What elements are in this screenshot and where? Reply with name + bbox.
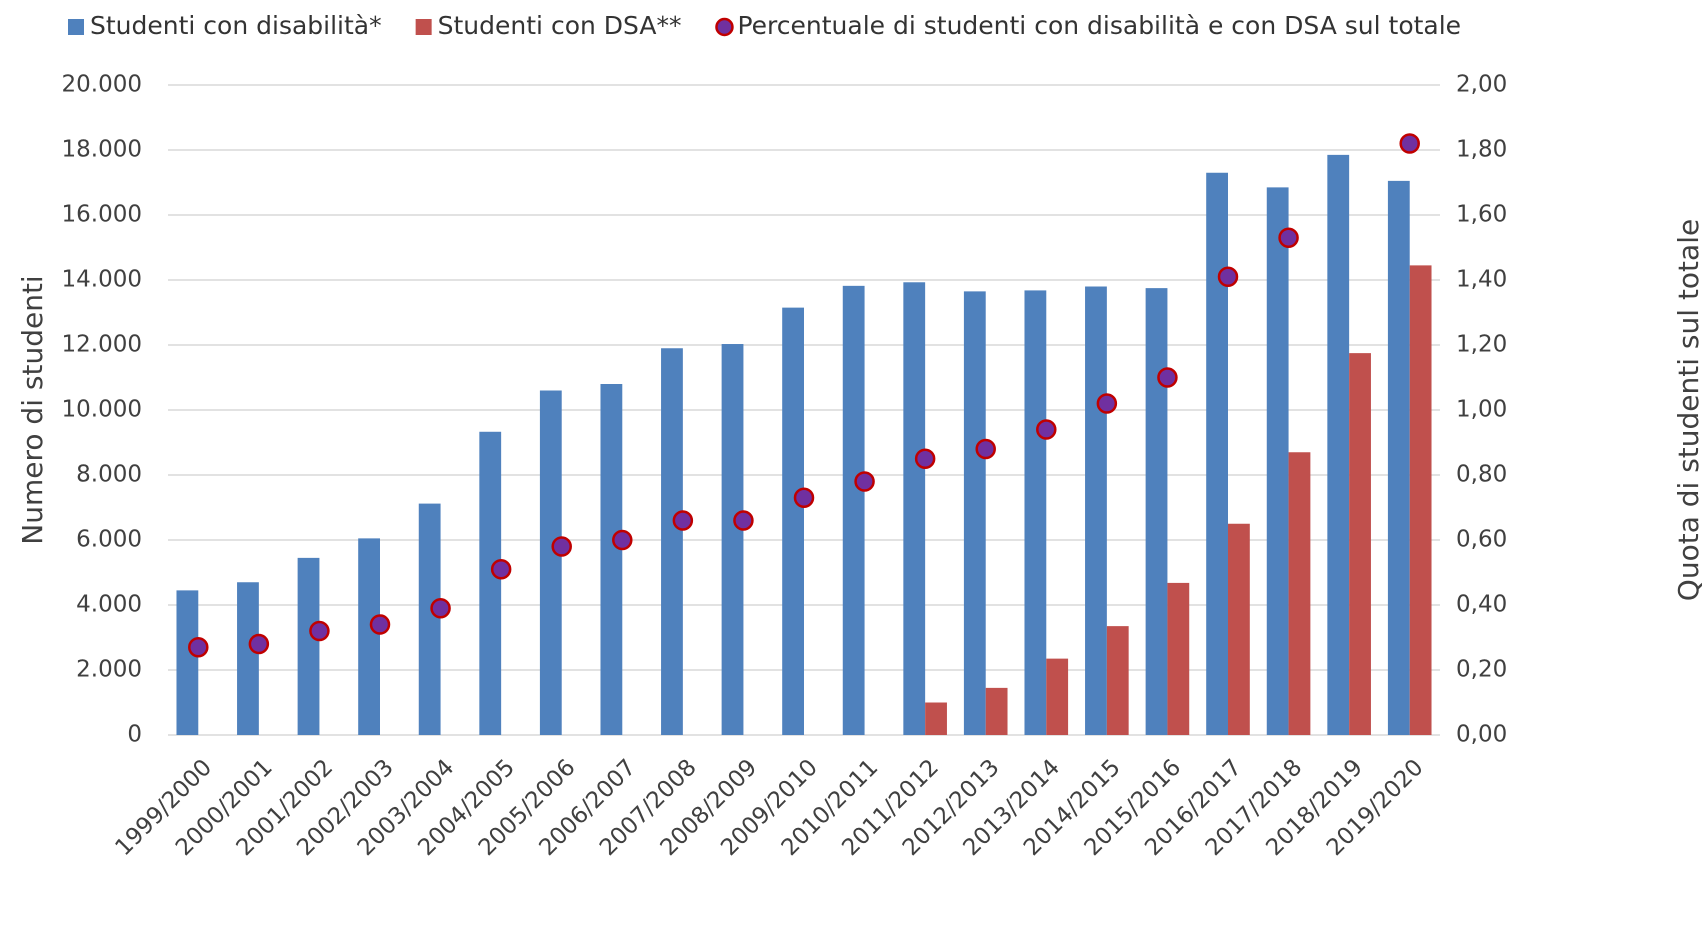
bar [1327,154,1350,735]
y2-tick-label: 1,20 [1456,332,1507,358]
point [1036,419,1057,440]
bar [1349,353,1371,735]
bar [1409,265,1432,735]
y2-tick-label: 1,40 [1456,267,1507,293]
y-tick-label: 14.000 [62,267,142,293]
legend-marker [715,17,734,37]
bar [237,582,259,735]
y-axis-title: Numero di studenti [16,275,49,544]
point [551,536,572,557]
bar [1167,582,1190,735]
bar [1266,187,1289,735]
bar [600,384,623,735]
point [490,559,512,580]
point [1096,393,1118,414]
legend-marker [415,19,432,35]
point [309,620,330,642]
y2-axis-title: Quota di studenti sul totale [1672,219,1705,601]
bar [903,282,926,735]
bar [721,344,744,735]
y-tick-label: 4.000 [76,592,142,618]
y2-tick-label: 0,00 [1456,722,1507,748]
legend-label: Percentuale di studenti con disabilità e… [737,11,1461,40]
y-tick-label: 10.000 [62,397,142,423]
point [188,637,209,658]
y2-tick-label: 1,00 [1456,397,1507,423]
point [1157,367,1178,388]
y-tick-label: 0 [127,722,142,748]
bar [176,590,199,735]
point [1217,266,1239,287]
y-tick-label: 20.000 [62,72,142,98]
y-tick-label: 18.000 [62,137,142,163]
bar [539,390,562,735]
legend-label: Studenti con DSA** [438,11,682,40]
point [1278,227,1299,248]
point [975,438,996,460]
point [430,598,451,619]
y-tick-label: 2.000 [76,657,142,683]
y-tick-label: 12.000 [62,332,142,358]
bar [358,538,380,735]
point [248,633,270,655]
bar [1106,626,1129,735]
y2-tick-label: 0,60 [1456,527,1507,553]
y2-tick-label: 2,00 [1456,72,1507,98]
bar [1024,290,1047,735]
bar [842,285,865,735]
bar [479,431,502,735]
bar [1228,523,1250,735]
bar [1145,288,1168,735]
legend-marker [68,19,84,35]
bar [1046,658,1069,735]
y2-tick-label: 0,20 [1456,657,1507,683]
y-tick-label: 16.000 [62,202,142,228]
y2-tick-label: 1,80 [1456,137,1507,163]
bar [782,307,804,735]
bar [661,348,683,735]
bar [1387,180,1410,735]
point [1399,133,1420,154]
bar [963,291,986,735]
point [793,487,815,508]
bar [1206,172,1228,735]
bar [925,702,947,735]
point [369,614,391,635]
bar [985,687,1008,735]
y2-tick-label: 0,40 [1456,592,1507,618]
y-tick-label: 6.000 [76,527,142,553]
point [914,448,936,469]
y-tick-label: 8.000 [76,462,142,488]
point [612,529,633,551]
legend-label: Studenti con disabilità* [90,11,382,40]
bar [418,503,441,735]
point [733,510,754,531]
y2-tick-label: 0,80 [1456,462,1507,488]
bar [1288,452,1311,735]
bar [297,557,320,735]
bar [1085,286,1107,735]
y2-tick-label: 1,60 [1456,202,1507,228]
point [672,510,694,531]
point [854,471,875,492]
